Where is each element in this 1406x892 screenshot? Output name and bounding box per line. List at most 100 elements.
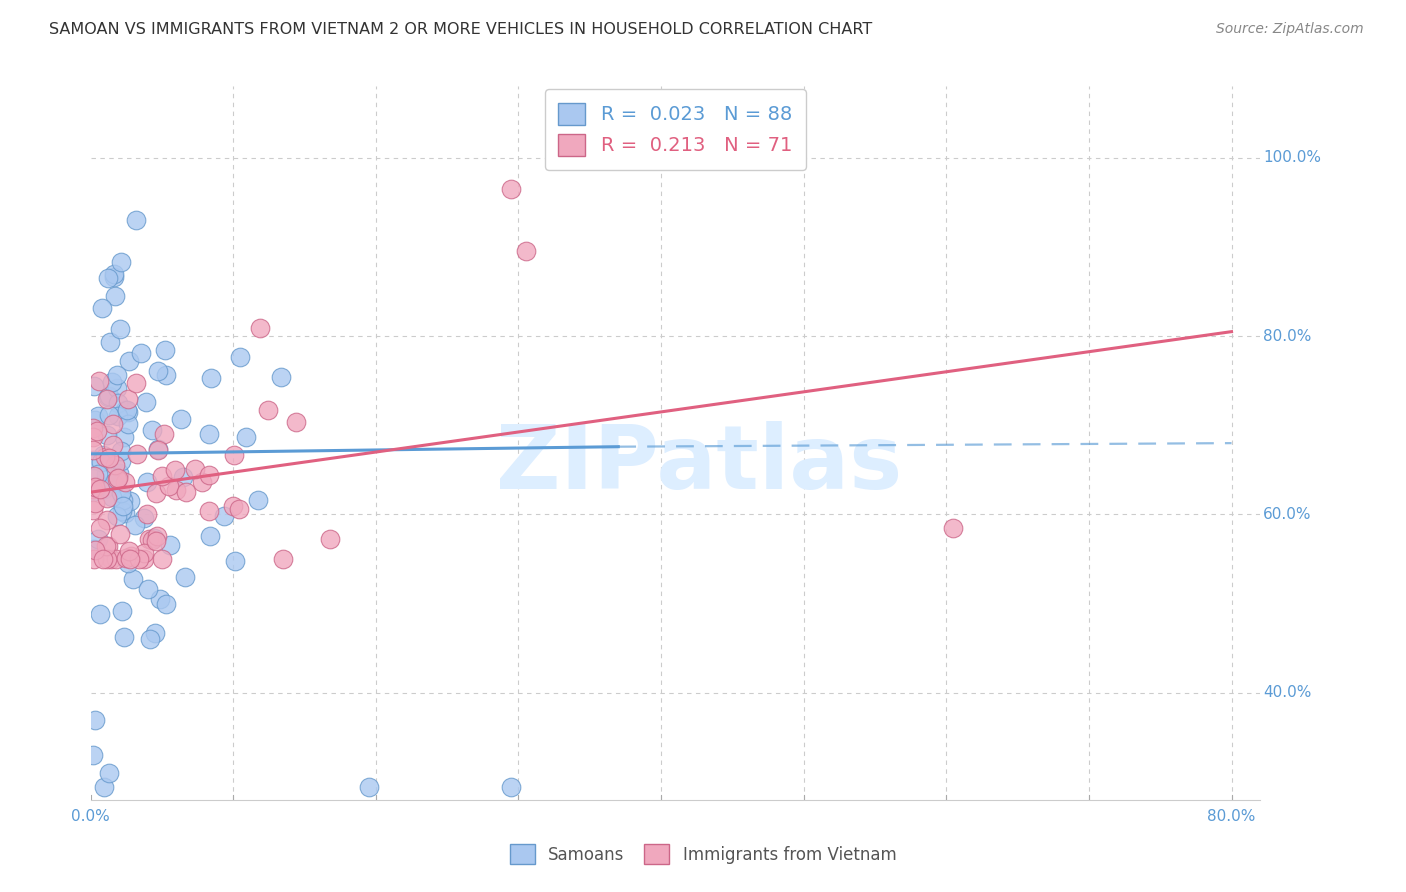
Point bbox=[98, 409, 121, 423]
Point bbox=[83, 468, 105, 483]
Point bbox=[105, 472, 128, 486]
Point bbox=[141, 423, 163, 437]
Point bbox=[149, 591, 172, 606]
Point bbox=[111, 499, 134, 513]
Text: 0.0%: 0.0% bbox=[72, 809, 110, 824]
Point bbox=[91, 301, 114, 315]
Point bbox=[143, 531, 166, 545]
Point bbox=[82, 443, 104, 458]
Point bbox=[143, 626, 166, 640]
Point bbox=[110, 443, 132, 458]
Point bbox=[136, 507, 159, 521]
Point bbox=[110, 454, 132, 468]
Point bbox=[103, 289, 125, 303]
Point bbox=[86, 424, 108, 438]
Point bbox=[174, 485, 197, 500]
Point bbox=[284, 415, 307, 429]
Point bbox=[110, 322, 132, 336]
Point bbox=[107, 409, 129, 423]
Point bbox=[257, 403, 280, 417]
Point bbox=[122, 572, 145, 586]
Point bbox=[104, 552, 127, 566]
Point bbox=[89, 521, 111, 535]
Point bbox=[84, 543, 107, 558]
Point bbox=[124, 518, 146, 533]
Point bbox=[139, 632, 162, 647]
Point bbox=[101, 417, 124, 431]
Text: 80.0%: 80.0% bbox=[1263, 328, 1312, 343]
Point bbox=[152, 426, 174, 441]
Point bbox=[270, 369, 292, 384]
Point bbox=[190, 475, 212, 489]
Text: 100.0%: 100.0% bbox=[1263, 150, 1320, 165]
Point bbox=[82, 484, 104, 499]
Text: 60.0%: 60.0% bbox=[1263, 507, 1312, 522]
Point bbox=[87, 409, 110, 423]
Point bbox=[96, 491, 118, 506]
Point bbox=[105, 368, 128, 383]
Point bbox=[138, 532, 160, 546]
Point bbox=[100, 375, 122, 389]
Point bbox=[83, 480, 105, 494]
Point bbox=[96, 467, 118, 481]
Point bbox=[112, 630, 135, 644]
Point bbox=[98, 334, 121, 349]
Point bbox=[150, 552, 173, 566]
Point bbox=[103, 267, 125, 281]
Point bbox=[150, 468, 173, 483]
Point bbox=[228, 502, 250, 516]
Point bbox=[98, 450, 121, 465]
Point bbox=[111, 492, 134, 507]
Point bbox=[212, 509, 235, 524]
Point bbox=[114, 506, 136, 520]
Point bbox=[172, 470, 194, 484]
Point bbox=[136, 475, 159, 490]
Text: SAMOAN VS IMMIGRANTS FROM VIETNAM 2 OR MORE VEHICLES IN HOUSEHOLD CORRELATION CH: SAMOAN VS IMMIGRANTS FROM VIETNAM 2 OR M… bbox=[49, 22, 873, 37]
Point bbox=[128, 552, 150, 566]
Point bbox=[125, 213, 148, 227]
Point bbox=[82, 453, 104, 467]
Point bbox=[111, 603, 134, 617]
Point bbox=[83, 379, 105, 393]
Point bbox=[118, 543, 141, 558]
Point bbox=[104, 458, 127, 472]
Point bbox=[110, 527, 132, 541]
Point bbox=[145, 485, 167, 500]
Point bbox=[117, 417, 139, 431]
Point bbox=[103, 475, 125, 490]
Point bbox=[148, 442, 170, 457]
Point bbox=[120, 493, 142, 508]
Point bbox=[155, 597, 177, 611]
Point bbox=[83, 552, 105, 566]
Point bbox=[222, 448, 245, 462]
Point bbox=[114, 403, 136, 417]
Point bbox=[96, 428, 118, 442]
Point bbox=[89, 607, 111, 621]
Point bbox=[82, 482, 104, 496]
Point bbox=[141, 533, 163, 547]
Point bbox=[91, 552, 114, 566]
Point bbox=[515, 244, 537, 259]
Point bbox=[125, 447, 148, 461]
Point bbox=[82, 748, 104, 763]
Point bbox=[134, 552, 156, 566]
Point bbox=[111, 504, 134, 518]
Point bbox=[93, 482, 115, 496]
Point bbox=[110, 486, 132, 500]
Point bbox=[97, 271, 120, 285]
Point bbox=[87, 467, 110, 482]
Point bbox=[200, 371, 222, 385]
Point bbox=[117, 403, 139, 417]
Point bbox=[105, 381, 128, 395]
Point bbox=[96, 392, 118, 406]
Point bbox=[136, 582, 159, 596]
Point bbox=[83, 413, 105, 427]
Point bbox=[84, 713, 107, 727]
Point bbox=[163, 463, 186, 477]
Point bbox=[101, 491, 124, 505]
Point bbox=[120, 549, 142, 564]
Point bbox=[83, 542, 105, 557]
Point bbox=[200, 529, 222, 543]
Point bbox=[173, 570, 195, 584]
Point bbox=[110, 255, 132, 269]
